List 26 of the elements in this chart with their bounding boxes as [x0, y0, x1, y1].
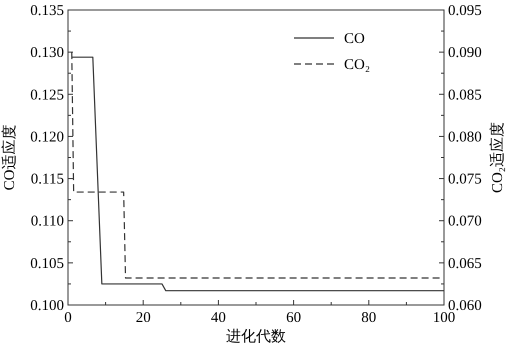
y2-tick-label: 0.075	[448, 172, 482, 188]
y-tick-label: 0.130	[30, 45, 64, 62]
y-tick-label: 0.100	[30, 298, 64, 314]
x-tick-label: 80	[361, 310, 376, 326]
y-tick-label: 0.115	[30, 172, 64, 188]
x-tick-label: 20	[136, 310, 151, 326]
x-tick-label: 0	[64, 310, 72, 326]
y-tick-label: 0.120	[30, 129, 64, 146]
y2-tick-label: 0.070	[448, 214, 482, 230]
y-axis-title: CO适应度	[1, 124, 18, 190]
legend-label: CO₂	[344, 57, 370, 73]
y2-tick-label: 0.065	[448, 256, 482, 272]
x-tick-label: 60	[286, 310, 302, 326]
y2-tick-label: 0.085	[448, 87, 482, 104]
y2-tick-label: 0.090	[448, 45, 482, 62]
y2-tick-label: 0.095	[448, 3, 482, 19]
y-tick-label: 0.110	[30, 214, 64, 230]
x-axis-title: 进化代数	[226, 328, 286, 345]
legend-label: CO	[344, 31, 366, 47]
x-tick-label: 100	[432, 310, 456, 326]
x-tick-label: 40	[210, 310, 226, 326]
y2-axis-title: CO₂适应度	[489, 122, 506, 194]
y-tick-label: 0.135	[30, 3, 64, 19]
y-tick-label: 0.105	[30, 256, 64, 272]
y2-tick-label: 0.080	[448, 129, 482, 146]
y-tick-label: 0.125	[30, 87, 64, 104]
